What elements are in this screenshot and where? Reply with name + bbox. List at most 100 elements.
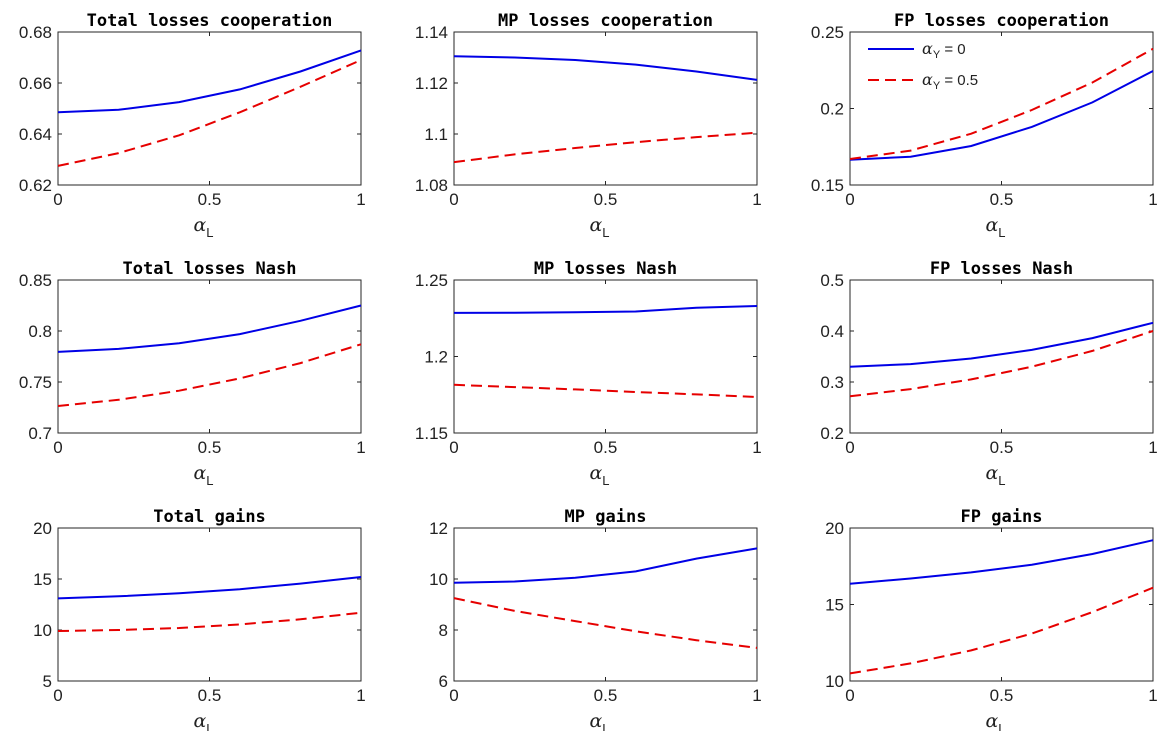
series-line-alpha-y-0-5 xyxy=(453,597,758,649)
x-tick-label: 0 xyxy=(449,190,458,209)
y-tick-label: 10 xyxy=(825,672,844,691)
axes-box xyxy=(849,279,1154,434)
y-tick-label: 0.4 xyxy=(820,322,844,341)
legend-label: αY = 0 xyxy=(922,39,966,61)
subplot-title: Total gains xyxy=(153,507,266,527)
subplot-3: FP losses cooperation 0 0.5 1 0.15 0.2 0.25 αL α… xyxy=(811,11,1158,240)
x-tick-label: 0.5 xyxy=(594,438,618,457)
y-tick-label: 12 xyxy=(429,519,448,538)
y-tick-label: 0.75 xyxy=(19,373,52,392)
x-tick-label: 1 xyxy=(1148,190,1157,209)
series-line-alpha-y-0-5 xyxy=(849,330,1154,398)
subplot-2: MP losses cooperation 0 0.5 1 1.08 1.1 1.12 1.1… xyxy=(415,11,762,240)
x-axis-label: αL xyxy=(193,462,213,488)
series-line-alpha-y-0 xyxy=(453,547,758,584)
x-tick-label: 1 xyxy=(356,190,365,209)
subplot-8: MP gains 0 0.5 1 6 8 10 12 αL xyxy=(429,507,762,731)
x-axis-label: αL xyxy=(589,710,609,731)
x-tick-label: 0.5 xyxy=(990,438,1014,457)
y-tick-label: 0.66 xyxy=(19,74,52,93)
y-tick-label: 0.7 xyxy=(28,424,52,443)
y-tick-label: 0.15 xyxy=(811,176,844,195)
y-tick-label: 0.64 xyxy=(19,125,52,144)
y-tick-label: 0.68 xyxy=(19,23,52,42)
subplot-4: Total losses Nash 0 0.5 1 0.7 0.75 0.8 0.85 αL xyxy=(19,259,366,488)
x-tick-label: 0.5 xyxy=(990,686,1014,705)
x-tick-label: 0.5 xyxy=(198,686,222,705)
axes-box xyxy=(453,527,758,682)
y-tick-label: 0.25 xyxy=(811,23,844,42)
series-line-alpha-y-0 xyxy=(849,70,1154,161)
legend-label: αY = 0.5 xyxy=(922,70,978,92)
x-axis-label: αL xyxy=(985,214,1005,240)
y-tick-label: 1.15 xyxy=(415,424,448,443)
y-tick-label: 8 xyxy=(439,621,448,640)
series-line-alpha-y-0 xyxy=(849,321,1154,368)
y-tick-label: 1.14 xyxy=(415,23,448,42)
series-line-alpha-y-0 xyxy=(453,55,758,81)
subplot-title: FP gains xyxy=(961,507,1043,527)
series-line-alpha-y-0-5 xyxy=(57,343,362,407)
legend: αY = 0 αY = 0.5 xyxy=(868,39,978,92)
series-line-alpha-y-0 xyxy=(57,49,362,114)
y-tick-label: 0.2 xyxy=(820,424,844,443)
x-tick-label: 0 xyxy=(845,438,854,457)
subplot-title: MP losses cooperation xyxy=(498,11,713,31)
y-tick-label: 10 xyxy=(429,570,448,589)
y-tick-label: 0.5 xyxy=(820,271,844,290)
x-axis-label: αL xyxy=(193,710,213,731)
x-tick-label: 1 xyxy=(752,686,761,705)
subplot-5: MP losses Nash 0 0.5 1 1.15 1.2 1.25 αL xyxy=(415,259,762,488)
series-line-alpha-y-0-5 xyxy=(849,586,1154,675)
x-tick-label: 0 xyxy=(845,190,854,209)
subplot-title: Total losses cooperation xyxy=(87,11,333,31)
x-tick-label: 0.5 xyxy=(594,686,618,705)
y-tick-label: 15 xyxy=(825,596,844,615)
x-axis-label: αL xyxy=(589,462,609,488)
axes-box xyxy=(453,279,758,434)
x-axis-label: αL xyxy=(985,710,1005,731)
axes-box xyxy=(849,31,1154,186)
subplot-title: FP losses cooperation xyxy=(894,11,1109,31)
series-line-alpha-y-0 xyxy=(453,305,758,314)
axes-box xyxy=(57,527,362,682)
y-tick-label: 0.3 xyxy=(820,373,844,392)
subplot-6: FP losses Nash 0 0.5 1 0.2 0.3 0.4 0.5 αL xyxy=(820,259,1157,488)
axes-box xyxy=(57,279,362,434)
x-axis-label: αL xyxy=(985,462,1005,488)
y-tick-label: 1.25 xyxy=(415,271,448,290)
axes-box xyxy=(453,31,758,186)
y-tick-label: 5 xyxy=(43,672,52,691)
x-tick-label: 0 xyxy=(53,686,62,705)
y-tick-label: 0.62 xyxy=(19,176,52,195)
series-line-alpha-y-0 xyxy=(57,304,362,353)
x-tick-label: 0 xyxy=(53,190,62,209)
subplot-title: MP gains xyxy=(565,507,647,527)
axes-box xyxy=(57,31,362,186)
y-tick-label: 1.2 xyxy=(424,348,448,367)
x-axis-label: αL xyxy=(193,214,213,240)
series-line-alpha-y-0 xyxy=(57,576,362,600)
y-tick-label: 20 xyxy=(825,519,844,538)
x-tick-label: 1 xyxy=(752,438,761,457)
y-tick-label: 1.1 xyxy=(424,125,448,144)
x-tick-label: 0 xyxy=(845,686,854,705)
subplot-title: FP losses Nash xyxy=(930,259,1073,279)
x-tick-label: 1 xyxy=(1148,438,1157,457)
series-line-alpha-y-0-5 xyxy=(57,59,362,167)
y-tick-label: 0.8 xyxy=(28,322,52,341)
subplot-title: Total losses Nash xyxy=(123,259,297,279)
y-tick-label: 1.12 xyxy=(415,74,448,93)
series-line-alpha-y-0 xyxy=(849,539,1154,585)
x-tick-label: 0.5 xyxy=(198,190,222,209)
subplot-title: MP losses Nash xyxy=(534,259,677,279)
x-tick-label: 1 xyxy=(752,190,761,209)
x-tick-label: 0 xyxy=(53,438,62,457)
x-tick-label: 0.5 xyxy=(990,190,1014,209)
x-tick-label: 0.5 xyxy=(198,438,222,457)
y-tick-label: 0.2 xyxy=(820,100,844,119)
subplot-9: FP gains 0 0.5 1 10 15 20 αL xyxy=(825,507,1158,731)
x-tick-label: 0 xyxy=(449,438,458,457)
